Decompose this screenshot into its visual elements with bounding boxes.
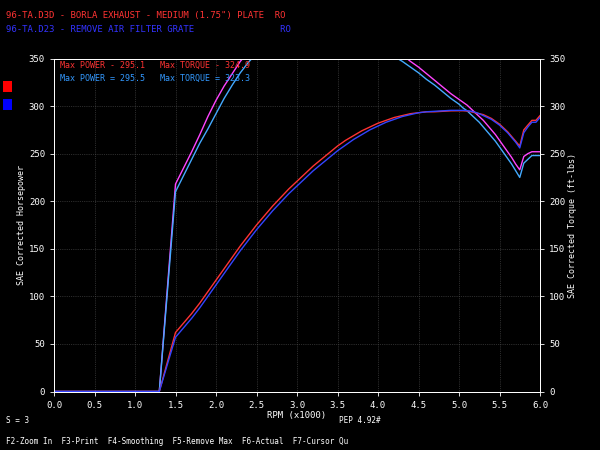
X-axis label: RPM (x1000): RPM (x1000) [268, 411, 326, 420]
Text: F2-Zoom In  F3-Print  F4-Smoothing  F5-Remove Max  F6-Actual  F7-Cursor Qu: F2-Zoom In F3-Print F4-Smoothing F5-Remo… [6, 436, 348, 446]
Text: 96-TA.D23 - REMOVE AIR FILTER GRATE                RO: 96-TA.D23 - REMOVE AIR FILTER GRATE RO [6, 25, 291, 34]
Text: 96-TA.D3D - BORLA EXHAUST - MEDIUM (1.75") PLATE  RO: 96-TA.D3D - BORLA EXHAUST - MEDIUM (1.75… [6, 11, 286, 20]
Y-axis label: SAE Corrected Horsepower: SAE Corrected Horsepower [17, 165, 26, 285]
Y-axis label: SAE Corrected Torque (ft-lbs): SAE Corrected Torque (ft-lbs) [568, 153, 577, 297]
Text: S = 3                                                                   PEP 4.92: S = 3 PEP 4.92 [6, 416, 380, 425]
Text: Max POWER - 295.1   Max TORQUE - 324.9: Max POWER - 295.1 Max TORQUE - 324.9 [60, 61, 250, 70]
Text: Max POWER = 295.5   Max TORQUE = 323.3: Max POWER = 295.5 Max TORQUE = 323.3 [60, 74, 250, 83]
